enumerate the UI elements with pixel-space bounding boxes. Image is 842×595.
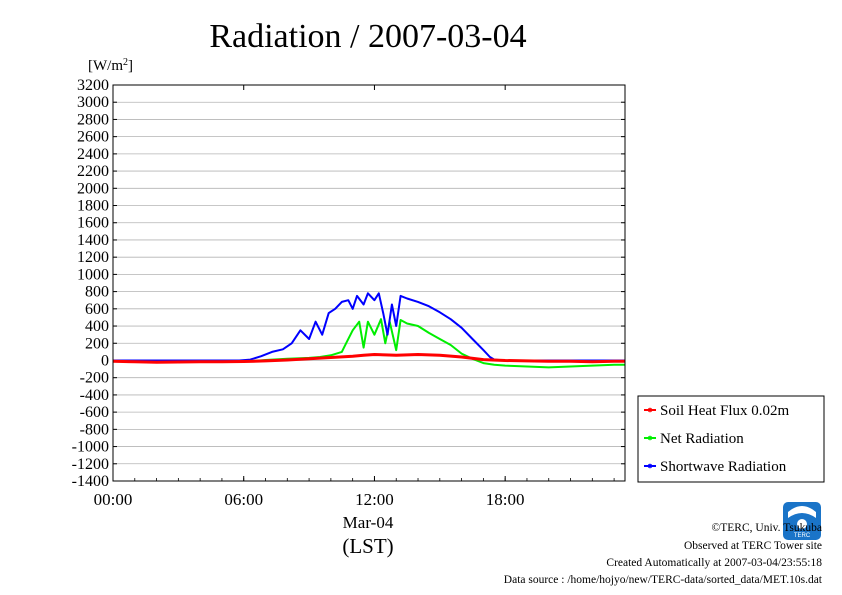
y-tick-label: 1600 <box>77 215 109 232</box>
plot-frame <box>112 84 626 482</box>
logo-drop-icon <box>797 519 807 529</box>
y-tick-label: 800 <box>85 284 109 301</box>
legend-marker <box>647 435 653 441</box>
x-tick-label: 18:00 <box>486 490 525 509</box>
x-tick-label: 06:00 <box>224 490 263 509</box>
y-tick-label: 2000 <box>77 180 109 197</box>
legend-marker <box>647 463 653 469</box>
x-axis-ticks: 00:00 06:00 12:00 18:00 <box>94 85 615 509</box>
y-tick-label: 1200 <box>77 249 109 266</box>
y-tick-label: 600 <box>85 301 109 318</box>
series-line-shortwave-radiation <box>113 292 625 362</box>
legend-label: Net Radiation <box>660 431 744 447</box>
y-tick-label: -200 <box>80 370 109 387</box>
legend-marker <box>647 407 653 413</box>
y-axis-ticks: 3200300028002600240022002000180016001400… <box>72 77 625 490</box>
y-tick-label: 3000 <box>77 94 109 111</box>
series-lines <box>112 292 625 369</box>
legend-box <box>637 395 825 483</box>
y-tick-label: 2400 <box>77 146 109 163</box>
terc-logo: TERC <box>783 502 821 540</box>
y-tick-label: -1400 <box>72 473 109 490</box>
chart-title: Radiation / 2007-03-04 <box>209 18 526 55</box>
y-tick-label: 1800 <box>77 198 109 215</box>
y-tick-label: 0 <box>101 352 109 369</box>
y-tick-label: -1200 <box>72 456 109 473</box>
credit-copyright: ©TERC, Univ. Tsukuba <box>712 522 822 534</box>
logo-text: TERC <box>794 533 811 539</box>
legend-label: Shortwave Radiation <box>660 459 787 475</box>
x-axis-sublabel: Mar-04 <box>343 513 394 532</box>
y-tick-label: 2200 <box>77 163 109 180</box>
y-tick-label: -600 <box>80 404 109 421</box>
credit-source: Data source : /home/hojyo/new/TERC-data/… <box>504 574 823 586</box>
legend-label: Soil Heat Flux 0.02m <box>660 403 790 419</box>
y-tick-label: 2800 <box>77 111 109 128</box>
credit-observed: Observed at TERC Tower site <box>684 540 822 552</box>
y-tick-label: -400 <box>80 387 109 404</box>
series-line-soil-heat-flux-0-02m <box>112 353 625 364</box>
y-tick-label: 200 <box>85 335 109 352</box>
y-tick-label: -1000 <box>72 439 109 456</box>
x-tick-label: 12:00 <box>355 490 394 509</box>
y-tick-label: -800 <box>80 421 109 438</box>
y-tick-label: 1000 <box>77 266 109 283</box>
y-tick-label: 2600 <box>77 129 109 146</box>
y-tick-label: 3200 <box>77 77 109 94</box>
legend: Soil Heat Flux 0.02m Net Radiation Shortwa… <box>637 395 825 483</box>
x-axis-label: (LST) <box>342 534 393 558</box>
grid <box>113 84 625 482</box>
y-tick-label: 400 <box>85 318 109 335</box>
credit-created: Created Automatically at 2007-03-04/23:5… <box>606 557 822 569</box>
y-tick-label: 1400 <box>77 232 109 249</box>
logo-wave-icon <box>788 506 816 518</box>
x-tick-label: 00:00 <box>94 490 133 509</box>
y-axis-unit: [W/m2] <box>88 57 133 74</box>
